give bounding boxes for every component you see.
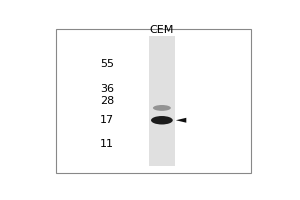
Text: 17: 17: [100, 115, 114, 125]
Ellipse shape: [153, 105, 171, 111]
Bar: [172, 36, 175, 166]
Bar: [149, 36, 175, 166]
Bar: [56, 29, 251, 173]
Bar: [149, 36, 152, 166]
Text: CEM: CEM: [150, 25, 174, 35]
Polygon shape: [176, 118, 186, 123]
Text: 36: 36: [100, 84, 114, 94]
Text: 11: 11: [100, 139, 114, 149]
Ellipse shape: [151, 116, 173, 124]
Text: 28: 28: [100, 96, 114, 106]
Text: 55: 55: [100, 59, 114, 69]
